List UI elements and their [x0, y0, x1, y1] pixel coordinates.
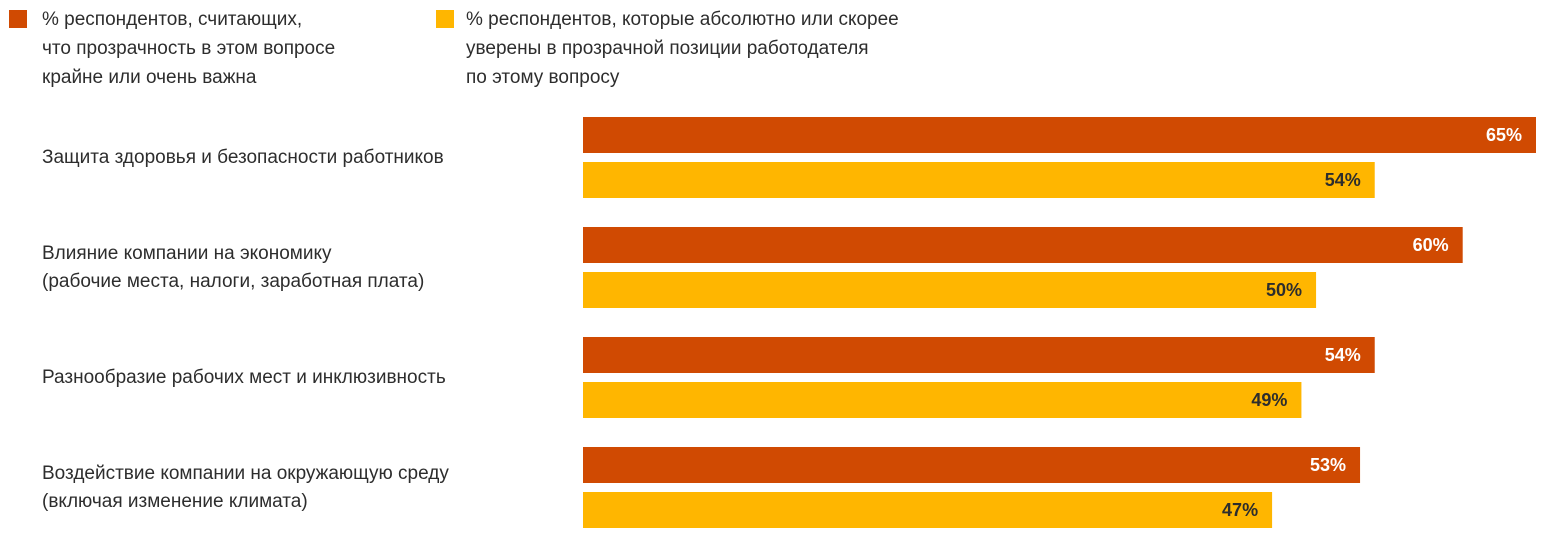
bar	[583, 447, 1361, 483]
value-label: 47%	[1222, 500, 1258, 520]
value-label: 65%	[1486, 125, 1522, 145]
category-label: Защита здоровья и безопасности работнико…	[42, 146, 444, 168]
legend-label: % респондентов, которые абсолютно или ск…	[466, 9, 899, 88]
bar	[583, 492, 1273, 528]
category-label: Влияние компании на экономику (рабочие м…	[42, 242, 425, 292]
bar	[583, 117, 1536, 153]
legend-swatch	[436, 10, 454, 28]
bar	[583, 162, 1375, 198]
bar	[583, 337, 1375, 373]
legend-swatch	[9, 10, 27, 28]
bar	[583, 382, 1302, 418]
value-label: 49%	[1251, 390, 1287, 410]
category-label: Воздействие компании на окружающую среду…	[42, 462, 449, 512]
value-label: 60%	[1413, 235, 1449, 255]
value-label: 50%	[1266, 280, 1302, 300]
bar	[583, 227, 1463, 263]
bar	[583, 272, 1317, 308]
category-label: Разнообразие рабочих мест и инклюзивност…	[42, 366, 446, 388]
value-label: 54%	[1325, 170, 1361, 190]
value-label: 53%	[1310, 455, 1346, 475]
legend-label: % респондентов, считающих, что прозрачно…	[42, 9, 336, 88]
value-label: 54%	[1325, 345, 1361, 365]
